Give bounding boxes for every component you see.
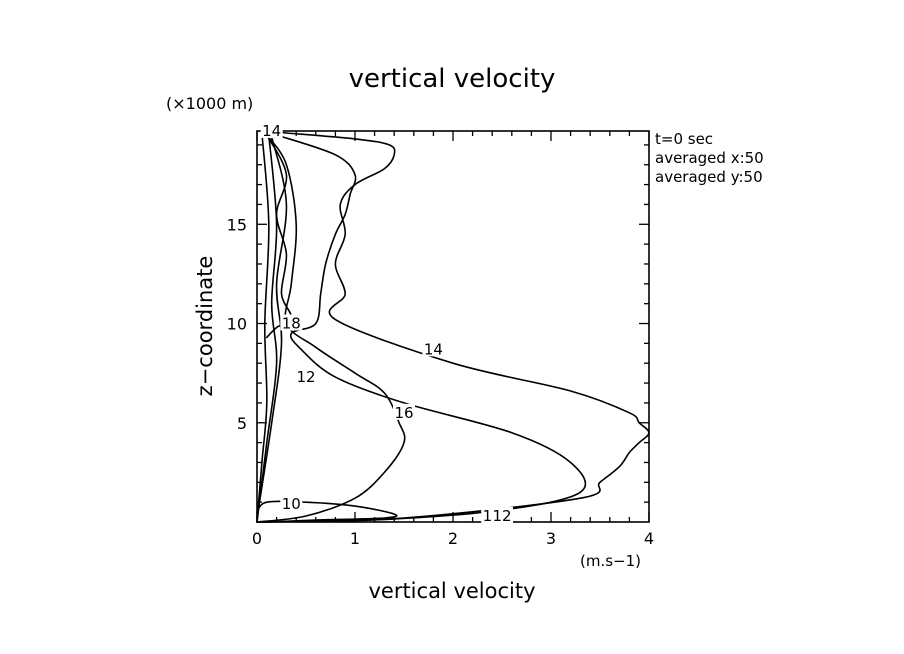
contour-label: 18 <box>282 315 301 333</box>
contour-label-bg <box>422 340 445 357</box>
contour-line <box>256 500 398 523</box>
x-axis-label: vertical velocity <box>368 579 535 603</box>
contour-label-bg <box>280 495 303 512</box>
y-axis-label: z−coordinate <box>193 256 217 397</box>
contour-label: 12 <box>492 507 511 525</box>
y-tick-label: 10 <box>227 315 247 334</box>
contour-line <box>256 134 278 523</box>
contour-line <box>266 134 293 339</box>
x-axis-units: (m.s−1) <box>580 552 641 570</box>
contour-label-bg <box>491 507 513 524</box>
annotation-avg-x: averaged x:50 <box>655 149 764 167</box>
contour-label-bg <box>295 368 317 385</box>
x-tick-label: 1 <box>350 529 360 548</box>
y-tick-label: 15 <box>227 215 247 234</box>
x-tick-label: 4 <box>644 529 654 548</box>
contour-label: 10 <box>282 495 301 513</box>
chart-title: vertical velocity <box>349 64 556 94</box>
contour-labels: 1418121416101412 <box>260 122 513 525</box>
x-tick-label: 0 <box>252 529 262 548</box>
contour-line <box>256 136 288 519</box>
contour-line <box>256 132 270 523</box>
contour-label-bg <box>280 314 303 331</box>
y-axis-units: (×1000 m) <box>166 94 253 113</box>
contour-line <box>256 130 650 523</box>
x-tick-label: 3 <box>546 529 556 548</box>
annotation-avg-y: averaged y:50 <box>655 168 763 186</box>
annotation-time: t=0 sec <box>655 130 713 148</box>
contour-lines <box>256 130 650 523</box>
contour-label: 12 <box>296 368 315 386</box>
contour-label-bg <box>260 122 283 138</box>
plot-frame <box>256 130 650 523</box>
contour-line <box>256 134 406 523</box>
x-tick-label: 2 <box>448 529 458 548</box>
contour-label: 14 <box>262 122 281 140</box>
contour-label: 16 <box>394 404 413 422</box>
contour-label-bg <box>393 403 415 420</box>
y-tick-label: 5 <box>237 414 247 433</box>
contour-label: 14 <box>424 340 443 358</box>
contour-line <box>256 134 587 523</box>
